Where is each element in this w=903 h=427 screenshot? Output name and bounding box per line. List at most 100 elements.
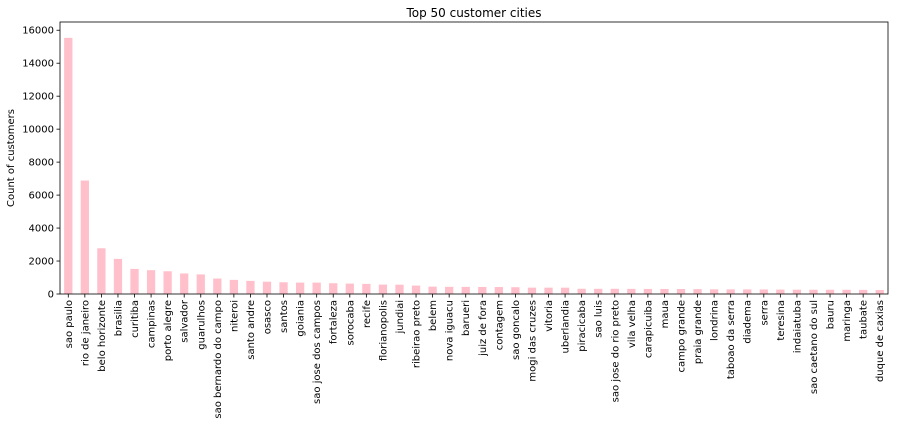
x-tick-label: vitoria: [544, 300, 555, 332]
bar-sao-jose-do-rio-preto: [610, 288, 619, 294]
x-tick-label: florianopolis: [378, 300, 389, 361]
x-tick-label: rio de janeiro: [80, 300, 91, 366]
x-tick-label: belem: [428, 300, 439, 331]
bar-sao-goncalo: [511, 287, 520, 294]
chart-title: Top 50 customer cities: [405, 6, 541, 20]
bar-contagem: [494, 287, 503, 294]
bar-fortaleza: [329, 283, 338, 294]
x-tick-label: maringa: [842, 300, 853, 342]
bar-sao-caetano-do-sul: [809, 289, 818, 294]
bar-recife: [362, 283, 371, 294]
x-tick-label: nova iguacu: [445, 300, 456, 361]
bar-campinas: [146, 270, 156, 294]
y-ticks: 0 2000 4000 6000 8000 10000 12000 14000 16000: [22, 26, 60, 301]
bar-sao-bernardo-do-campo: [213, 278, 222, 294]
y-tick-label: 0: [48, 290, 54, 301]
x-tick-label: sao goncalo: [511, 300, 522, 360]
bar-teresina: [776, 289, 785, 294]
y-tick-label: 4000: [29, 224, 54, 235]
bar-belem: [428, 286, 437, 294]
y-tick-label: 14000: [22, 59, 54, 70]
bars-group: [64, 37, 884, 295]
bar-salvador: [180, 273, 189, 294]
x-tick-label: diadema: [743, 300, 754, 344]
bar-nova-iguacu: [445, 286, 454, 294]
bar-belo-horizonte: [97, 248, 106, 294]
x-tick-label: porto alegre: [163, 300, 174, 361]
bar-uberlandia: [560, 287, 570, 294]
x-tick-label: juiz de fora: [478, 300, 489, 357]
x-tick-label: sao caetano do sul: [809, 300, 820, 394]
x-ticks: sao paulo rio de janeiro belo horizonte bra…: [64, 294, 886, 419]
x-tick-label: niteroi: [229, 300, 240, 332]
x-tick-label: ribeirao preto: [412, 300, 423, 368]
x-tick-label: belo horizonte: [97, 300, 108, 372]
x-tick-label: sao luis: [594, 300, 605, 338]
bar-sao-paulo: [64, 37, 73, 295]
bar-curitiba: [130, 268, 139, 294]
x-tick-label: sorocaba: [345, 300, 356, 345]
x-tick-label: campinas: [147, 300, 158, 348]
x-tick-label: goiania: [296, 300, 307, 337]
x-tick-label: barueri: [461, 300, 472, 336]
bar-juiz-de-fora: [478, 286, 487, 294]
bar-vila-velha: [627, 288, 636, 294]
x-tick-label: jundiai: [395, 300, 406, 335]
bar-piracicaba: [577, 288, 586, 294]
x-tick-label: sao jose do rio preto: [610, 300, 621, 402]
bar-santos: [279, 282, 288, 294]
x-tick-label: sao paulo: [64, 300, 75, 348]
x-tick-label: recife: [362, 300, 373, 328]
bar-carapicuiba: [643, 288, 653, 294]
x-tick-label: osasco: [263, 300, 274, 334]
x-tick-label: sao jose dos campos: [312, 300, 323, 404]
bar-maringa: [842, 289, 851, 294]
bar-ribeirao-preto: [411, 285, 421, 294]
y-tick-label: 16000: [22, 26, 54, 37]
x-tick-label: duque de caxias: [875, 300, 886, 382]
x-tick-label: brasilia: [113, 300, 124, 336]
y-axis-label: Count of customers: [6, 109, 17, 207]
x-tick-label: uberlandia: [561, 300, 572, 353]
plot-border: [59, 21, 889, 295]
bar-maua: [660, 288, 669, 294]
x-tick-label: curitiba: [130, 300, 141, 338]
x-tick-label: praia grande: [693, 300, 704, 364]
x-tick-label: serra: [759, 300, 770, 326]
bar-porto-alegre: [163, 271, 172, 294]
y-tick-label: 12000: [22, 92, 54, 103]
bar-bauru: [825, 289, 835, 294]
bar-mogi-das-cruzes: [527, 287, 537, 294]
bar-rio-de-janeiro: [80, 180, 89, 294]
bar-duque-de-caxias: [875, 290, 884, 294]
y-tick-label: 10000: [22, 125, 54, 136]
bar-florianopolis: [378, 284, 388, 294]
bar-campo-grande: [676, 289, 686, 294]
bar-diadema: [743, 289, 752, 294]
x-tick-label: contagem: [494, 300, 505, 350]
x-tick-label: indaiatuba: [792, 300, 803, 353]
y-tick-label: 2000: [29, 257, 54, 268]
plot-frame: [59, 21, 889, 295]
x-tick-label: campo grande: [677, 300, 688, 372]
x-tick-label: santo andre: [246, 300, 257, 360]
bar-osasco: [262, 281, 272, 294]
x-tick-label: teresina: [776, 300, 787, 341]
x-tick-label: mogi das cruzes: [527, 300, 538, 382]
bar-sao-jose-dos-campos: [312, 282, 321, 294]
bar-sao-luis: [594, 288, 603, 294]
x-tick-label: vila velha: [627, 300, 638, 348]
x-tick-label: sao bernardo do campo: [213, 300, 224, 419]
bar-praia-grande: [693, 289, 702, 294]
x-tick-label: taboao da serra: [726, 300, 737, 379]
bar-indaiatuba: [792, 289, 802, 294]
x-tick-label: bauru: [826, 300, 837, 329]
x-tick-label: taubate: [859, 300, 870, 339]
x-tick-label: santos: [279, 300, 290, 333]
x-tick-label: piracicaba: [577, 300, 588, 352]
x-tick-label: maua: [660, 300, 671, 328]
bar-jundiai: [395, 284, 404, 294]
bar-taubate: [859, 289, 868, 294]
bar-guarulhos: [196, 274, 205, 294]
